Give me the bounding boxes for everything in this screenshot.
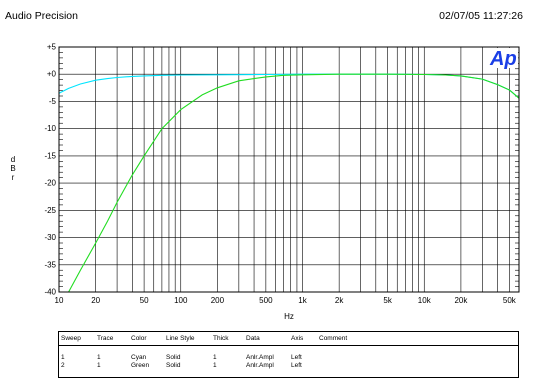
y-tick-label: -5 (49, 97, 57, 106)
legend-column-header: Trace (97, 335, 114, 342)
brand-title: Audio Precision (5, 10, 78, 22)
grid-minor (58, 47, 520, 292)
x-tick-labels: 10 20 50 100 200 500 1k 2k 5k 10k 20k 50k (55, 296, 517, 305)
x-tick-label: 2k (335, 296, 344, 305)
legend-cell: Solid (166, 354, 181, 361)
x-tick-label: 500 (259, 296, 273, 305)
legend-cell: Solid (166, 362, 181, 369)
y-tick-label: -15 (44, 151, 56, 160)
x-tick-label: 100 (174, 296, 188, 305)
legend-cell: 1 (97, 362, 101, 369)
legend-cell: Anlr.Ampl (246, 354, 274, 361)
y-axis-label: dBr (10, 155, 15, 182)
legend-column-header: Comment (319, 335, 348, 342)
legend-column-header: Line Style (166, 335, 195, 342)
legend-separator (59, 345, 518, 346)
y-tick-label: +5 (47, 43, 57, 52)
ap-logo: Ap (488, 48, 518, 70)
y-tick-label: +0 (47, 70, 57, 79)
y-axis-label-char: r (12, 173, 15, 182)
legend-column-header: Sweep (61, 335, 81, 342)
x-tick-label: 20k (454, 296, 468, 305)
x-tick-label: 5k (383, 296, 392, 305)
legend-cell: 1 (97, 354, 101, 361)
legend-row: 1 1 Cyan Solid 1 Anlr.Ampl Left (59, 353, 518, 362)
x-tick-label: 20 (91, 296, 100, 305)
legend-cell: 1 (213, 362, 217, 369)
legend-cell: Left (291, 362, 302, 369)
y-tick-label: -35 (44, 260, 56, 269)
x-tick-label: 1k (298, 296, 307, 305)
y-axis-label-char: B (10, 164, 15, 173)
y-tick-label: -20 (44, 179, 56, 188)
legend-cell: Green (131, 362, 150, 369)
legend-cell: Cyan (131, 354, 147, 361)
legend-column-header: Data (246, 335, 260, 342)
x-tick-label: 10k (418, 296, 432, 305)
y-tick-label: -30 (44, 233, 56, 242)
logo-background (488, 48, 518, 68)
legend-cell: 2 (61, 362, 65, 369)
legend-cell: Anlr.Ampl (246, 362, 274, 369)
x-tick-label: 200 (211, 296, 225, 305)
x-tick-label: 50 (140, 296, 149, 305)
series-line-1 (58, 73, 520, 99)
y-tick-label: -40 (44, 288, 56, 297)
plot-frame (58, 46, 520, 293)
series-line-2 (68, 73, 520, 293)
frequency-response-chart: 10 20 50 100 200 500 1k 2k 5k 10k 20k 50k +5 +0 -5 -10… (10, 43, 520, 321)
x-tick-label: 50k (503, 296, 517, 305)
x-axis-label: Hz (284, 312, 294, 321)
timestamp: 02/07/05 11:27:26 (439, 10, 523, 22)
y-tick-labels: +5 +0 -5 -10 -15 -20 -25 -30 -35 -40 (44, 43, 56, 297)
legend-header-row: Sweep Trace Color Line Style Thick Data Axis Co… (59, 334, 518, 343)
y-tick-label: -25 (44, 206, 56, 215)
y-axis-label-char: d (11, 155, 15, 164)
y-tick-label: -10 (44, 124, 56, 133)
legend-column-header: Thick (213, 335, 229, 342)
trace-legend-table: Sweep Trace Color Line Style Thick Data Axis Co… (58, 331, 519, 378)
legend-cell: 1 (61, 354, 65, 361)
legend-row: 2 1 Green Solid 1 Anlr.Ampl Left (59, 361, 518, 370)
legend-cell: 1 (213, 354, 217, 361)
legend-cell: Left (291, 354, 302, 361)
x-tick-label: 10 (55, 296, 64, 305)
legend-column-header: Color (131, 335, 147, 342)
grid-major (59, 46, 519, 293)
series-layer (58, 73, 520, 293)
logo-text: Ap (489, 48, 517, 70)
legend-column-header: Axis (291, 335, 304, 342)
